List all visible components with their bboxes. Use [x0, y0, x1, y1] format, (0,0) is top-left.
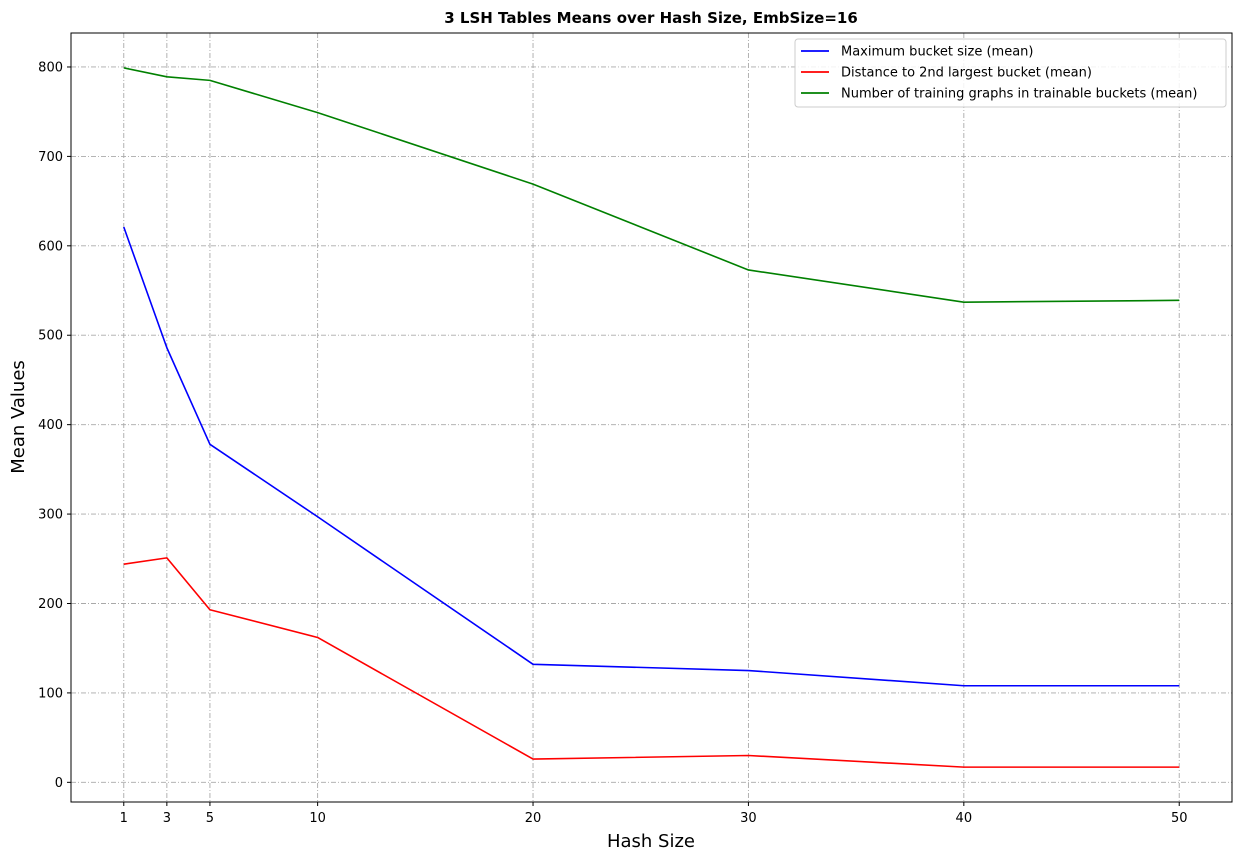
x-tick-label: 50: [1171, 811, 1188, 826]
legend: Maximum bucket size (mean) Distance to 2n…: [794, 38, 1227, 108]
legend-box: [794, 38, 1227, 108]
x-tick-label: 3: [163, 811, 171, 826]
y-tick-label: 100: [38, 686, 63, 701]
y-tick-label: 700: [38, 150, 63, 165]
x-tick-label: 10: [309, 811, 326, 826]
y-axis-ticks: 0 100 200 300 400 500 600 700 800: [38, 60, 71, 791]
x-axis-title: Hash Size: [607, 831, 695, 852]
x-tick-label: 30: [740, 811, 757, 826]
x-tick-label: 1: [120, 811, 128, 826]
grid-lines: [71, 33, 1232, 802]
chart-title: 3 LSH Tables Means over Hash Size, EmbSi…: [444, 9, 858, 27]
y-tick-label: 600: [38, 239, 63, 254]
y-tick-label: 300: [38, 508, 63, 523]
y-tick-label: 400: [38, 418, 63, 433]
legend-label-3: Number of training graphs in trainable b…: [841, 87, 1197, 102]
legend-label-2: Distance to 2nd largest bucket (mean): [841, 66, 1092, 81]
y-tick-label: 500: [38, 329, 63, 344]
series-line-1: [123, 226, 1180, 687]
plot-area: [70, 32, 1233, 803]
y-tick-label: 800: [38, 60, 63, 75]
series-line-2: [123, 557, 1180, 768]
x-tick-label: 40: [956, 811, 973, 826]
y-axis-title: Mean Values: [8, 360, 29, 474]
y-tick-label: 0: [55, 776, 63, 791]
x-tick-label: 20: [525, 811, 542, 826]
series-lines: [123, 67, 1180, 768]
y-tick-label: 200: [38, 597, 63, 612]
x-axis-ticks: 1 3 5 10 20 30 40 50: [120, 802, 1188, 826]
series-line-3: [123, 67, 1180, 303]
legend-label-1: Maximum bucket size (mean): [841, 45, 1033, 60]
x-tick-label: 5: [206, 811, 214, 826]
